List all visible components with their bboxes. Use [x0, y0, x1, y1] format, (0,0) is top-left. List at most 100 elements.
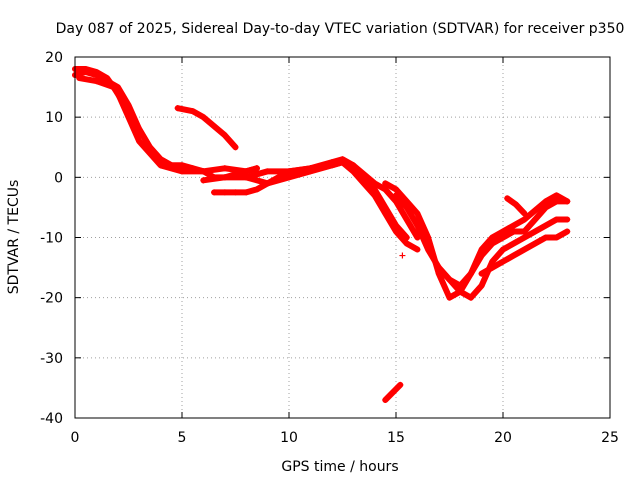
y-tick-label: 0	[54, 170, 63, 186]
data-point	[446, 294, 453, 301]
data-point	[414, 246, 421, 253]
data-point	[382, 396, 389, 403]
data-point	[564, 216, 571, 223]
data-point	[397, 381, 404, 388]
data-point	[467, 270, 474, 277]
data-point	[253, 165, 260, 172]
data-point	[286, 174, 292, 181]
data-point	[136, 126, 143, 133]
data-point	[200, 177, 207, 184]
data-series	[399, 252, 406, 259]
data-point	[264, 180, 271, 187]
data-point	[564, 198, 571, 205]
data-series	[478, 228, 571, 277]
data-point	[125, 108, 132, 115]
data-point	[264, 168, 271, 175]
data-point	[553, 198, 560, 205]
data-point	[110, 84, 117, 91]
data-point	[512, 201, 519, 208]
data-point	[339, 159, 346, 166]
data-point	[467, 294, 474, 301]
data-point	[425, 234, 432, 241]
data-point	[371, 180, 378, 187]
data-point	[489, 240, 496, 247]
data-point	[76, 75, 83, 82]
data-point	[157, 162, 164, 169]
data-point	[393, 192, 399, 199]
data-point	[168, 162, 175, 169]
y-tick-label: -30	[40, 351, 63, 367]
data-point	[553, 234, 560, 241]
data-point	[500, 258, 506, 265]
data-point	[532, 240, 539, 247]
data-point	[211, 123, 218, 130]
data-point	[393, 228, 399, 235]
data-point	[93, 78, 100, 85]
data-point	[500, 234, 506, 241]
data-point	[489, 258, 496, 265]
data-point	[286, 168, 292, 175]
data-point	[211, 189, 218, 196]
data-point	[414, 210, 421, 217]
data-point	[521, 216, 528, 223]
data-point	[232, 144, 239, 151]
series-line	[76, 75, 175, 169]
data-point	[360, 180, 367, 187]
y-tick-label: 10	[45, 110, 63, 126]
data-point	[307, 168, 314, 175]
data-point	[174, 105, 181, 112]
data-point	[521, 234, 528, 241]
data-point	[510, 252, 517, 259]
data-point	[500, 246, 506, 253]
data-point	[179, 162, 185, 169]
data-point	[403, 216, 410, 223]
data-point	[328, 162, 335, 169]
data-point	[478, 252, 485, 259]
data-point	[414, 222, 421, 229]
data-point	[510, 228, 517, 235]
data-point	[253, 171, 260, 178]
data-point	[221, 189, 228, 196]
series-line	[382, 381, 404, 403]
data-point	[542, 222, 549, 229]
data-point	[414, 234, 421, 241]
data-point	[382, 180, 389, 187]
data-point	[521, 228, 528, 235]
data-point	[500, 228, 506, 235]
series-layer	[72, 66, 571, 403]
data-point	[136, 138, 143, 145]
data-point	[542, 234, 549, 241]
data-point	[521, 246, 528, 253]
data-point	[232, 189, 239, 196]
data-point	[403, 240, 410, 247]
data-series	[435, 198, 571, 289]
data-point	[457, 282, 464, 289]
y-axis-label: SDTVAR / TECUs	[6, 180, 22, 295]
y-tick-label: 20	[45, 50, 63, 66]
data-point	[521, 210, 528, 217]
data-point	[478, 270, 485, 277]
data-point	[146, 144, 153, 151]
ticks: 0 5 10 15 20 25 -40 -30 -20 -10 0 10 20	[40, 50, 619, 446]
series-line	[243, 159, 421, 253]
data-series	[243, 159, 421, 253]
data-series	[382, 381, 404, 403]
series-line	[72, 69, 260, 175]
x-tick-label: 0	[71, 430, 80, 446]
y-tick-label: -10	[40, 231, 63, 247]
x-tick-label: 5	[178, 430, 187, 446]
data-point	[478, 282, 485, 289]
data-point	[200, 114, 207, 121]
data-point	[243, 168, 250, 175]
data-point	[489, 264, 496, 271]
x-tick-label: 15	[387, 430, 405, 446]
data-point	[350, 168, 357, 175]
data-point	[221, 174, 228, 181]
x-tick-label: 25	[601, 430, 619, 446]
data-point	[243, 189, 250, 196]
data-series	[504, 195, 528, 217]
x-tick-label: 10	[280, 430, 298, 446]
x-axis-label: GPS time / hours	[281, 459, 398, 475]
data-point	[542, 204, 549, 211]
